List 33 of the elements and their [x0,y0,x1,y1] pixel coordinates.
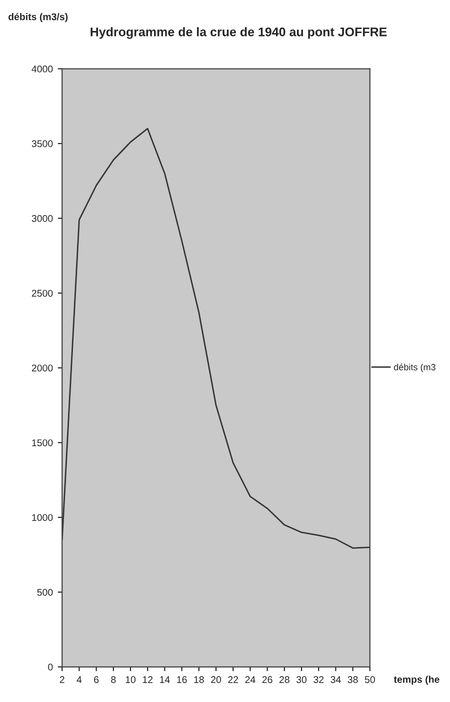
y-tick-label: 4000 [32,66,53,72]
x-tick-label: 24 [245,676,256,683]
x-tick-label: 14 [160,676,170,683]
y-tick-label: 1500 [32,439,53,446]
x-tick-label: 22 [228,676,238,683]
x-tick-label: 16 [177,676,187,684]
x-tick-label: 12 [142,676,153,683]
x-tick-label: 34 [330,676,341,684]
x-tick-label: 38 [348,676,358,684]
y-tick-label: 0 [48,664,53,671]
y-tick-label: 2000 [32,364,53,372]
x-tick-label: 26 [262,676,272,684]
x-tick-label: 28 [279,676,290,684]
chart-title: Hydrogramme de la crue de 1940 au pont JOFFRE [90,27,387,39]
y-tick-label: 3500 [32,140,53,148]
y-axis-title: débits (m3/s) [8,12,68,22]
y-tick-label: 500 [37,588,53,596]
x-tick-label: 2 [60,676,64,683]
x-tick-label: 10 [126,676,136,684]
x-tick-label: 18 [194,676,204,684]
y-tick-label: 1000 [32,514,53,521]
x-tick-label: 50 [364,676,375,684]
x-tick-label: 6 [94,676,99,684]
line-series [62,128,370,549]
x-tick-label: 8 [111,676,116,684]
x-axis-title: temps (he [394,676,440,685]
x-tick-label: 32 [314,676,324,684]
y-tick-label: 3000 [32,215,53,222]
y-tick-label: 2500 [32,290,53,297]
x-tick-label: 20 [211,676,222,684]
x-tick-label: 30 [296,676,307,684]
x-tick-label: 4 [76,676,82,683]
legend-label: débits (m3 [394,364,436,372]
